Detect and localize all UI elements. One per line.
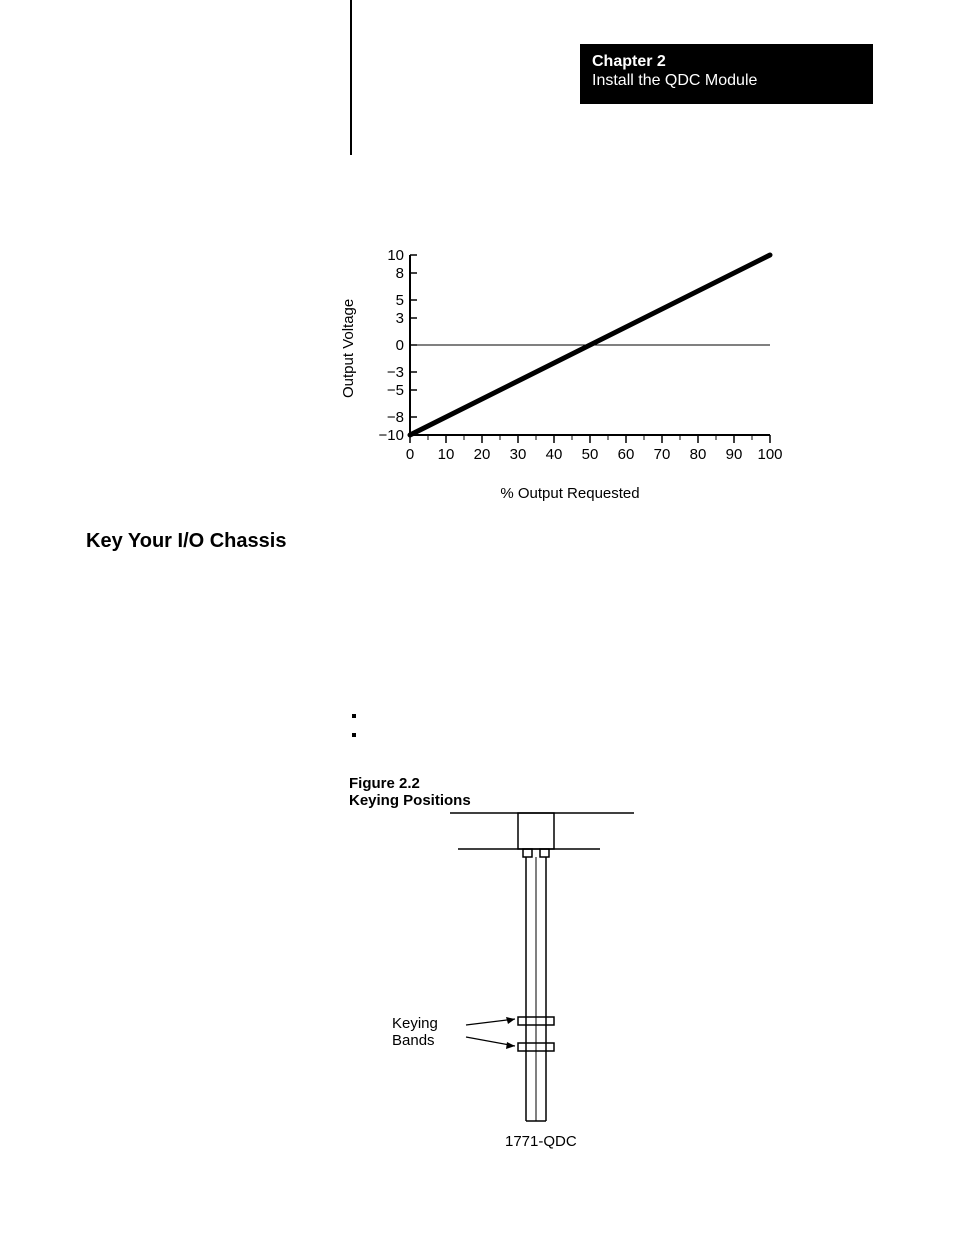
chart-svg: 108530−3−5−8−100102030405060708090100 <box>350 245 790 505</box>
svg-text:90: 90 <box>726 446 743 463</box>
svg-text:−10: −10 <box>379 427 404 444</box>
chapter-header-box: Chapter 2 Install the QDC Module <box>580 44 873 104</box>
svg-text:−8: −8 <box>387 409 404 426</box>
svg-text:70: 70 <box>654 446 671 463</box>
svg-text:80: 80 <box>690 446 707 463</box>
module-label: 1771-QDC <box>505 1133 577 1150</box>
svg-text:40: 40 <box>546 446 563 463</box>
svg-text:−3: −3 <box>387 364 404 381</box>
svg-text:10: 10 <box>438 446 455 463</box>
svg-text:3: 3 <box>396 310 404 327</box>
keying-bands-label: Keying Bands <box>392 1015 438 1050</box>
figure-number: Figure 2.2 <box>349 775 420 792</box>
page: Chapter 2 Install the QDC Module 108530−… <box>0 0 954 1235</box>
svg-text:10: 10 <box>387 247 404 264</box>
svg-text:20: 20 <box>474 446 491 463</box>
output-voltage-chart: 108530−3−5−8−100102030405060708090100 <box>350 245 790 505</box>
svg-text:30: 30 <box>510 446 527 463</box>
top-divider-line <box>350 0 352 155</box>
bullet-markers <box>352 714 356 752</box>
svg-text:−5: −5 <box>387 382 404 399</box>
chapter-title: Install the QDC Module <box>592 71 861 90</box>
svg-text:0: 0 <box>406 446 414 463</box>
svg-text:100: 100 <box>757 446 782 463</box>
svg-text:50: 50 <box>582 446 599 463</box>
keying-diagram: Keying Bands 1771-QDC <box>390 805 690 1155</box>
bullet-icon <box>352 733 356 737</box>
section-heading: Key Your I/O Chassis <box>86 530 286 553</box>
keying-bands-line2: Bands <box>392 1032 435 1049</box>
chart-y-axis-label: Output Voltage <box>340 299 357 398</box>
svg-text:60: 60 <box>618 446 635 463</box>
bullet-icon <box>352 714 356 718</box>
svg-text:0: 0 <box>396 337 404 354</box>
keying-svg <box>390 805 690 1155</box>
svg-text:5: 5 <box>396 292 404 309</box>
keying-bands-line1: Keying <box>392 1015 438 1032</box>
svg-text:8: 8 <box>396 265 404 282</box>
chapter-label: Chapter 2 <box>592 52 861 71</box>
chart-x-axis-label: % Output Requested <box>350 485 790 502</box>
